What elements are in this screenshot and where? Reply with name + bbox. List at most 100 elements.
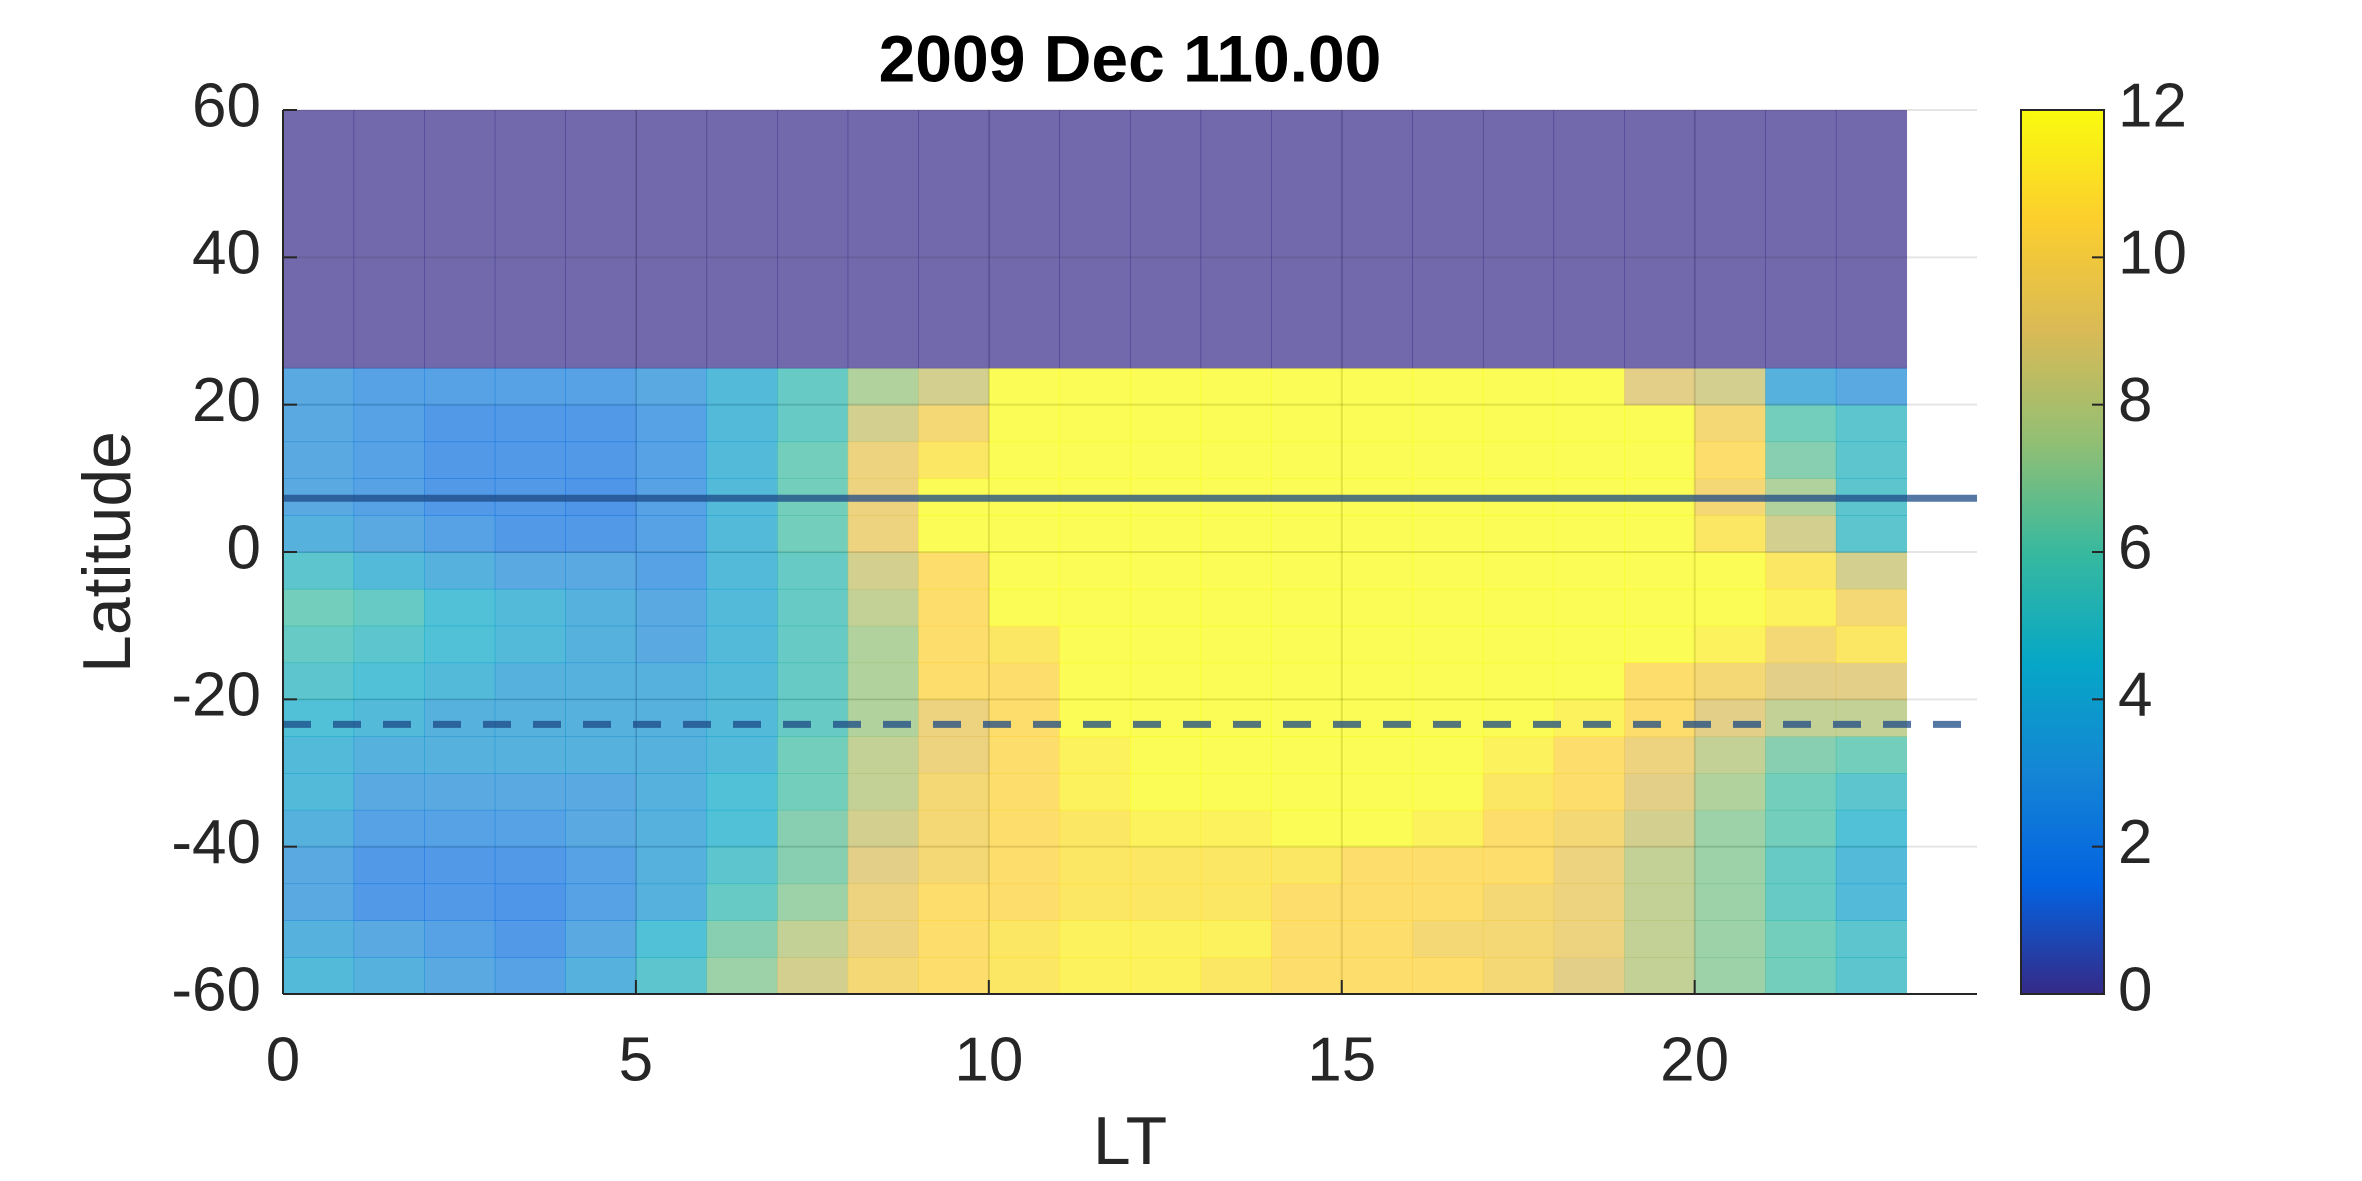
heatmap-cell: [1835, 809, 1908, 848]
heatmap-cell: [777, 920, 849, 958]
heatmap-cell: [1482, 846, 1555, 885]
heatmap-cell: [1835, 662, 1908, 700]
heatmap-cell: [283, 736, 355, 774]
heatmap-cell: [1835, 367, 1908, 406]
heatmap-cell: [565, 404, 637, 443]
heatmap-cell: [1765, 699, 1837, 737]
heatmap-cell: [918, 588, 990, 627]
heatmap-cell: [777, 736, 849, 774]
heatmap-cell: [1694, 957, 1766, 995]
heatmap-cell: [1200, 552, 1272, 590]
heatmap-cell: [1341, 846, 1413, 885]
heatmap-cell: [1624, 699, 1696, 737]
heatmap-cell: [1200, 883, 1272, 921]
heatmap-cell: [777, 515, 849, 553]
heatmap-cell: [1412, 110, 1484, 369]
heatmap-cell: [918, 110, 990, 369]
heatmap-cell: [283, 367, 355, 406]
heatmap-cell: [1482, 809, 1555, 848]
heatmap-cell: [1694, 920, 1766, 958]
y-tick-label: 40: [192, 219, 261, 288]
heatmap-cell: [706, 515, 778, 553]
heatmap-cell: [283, 110, 355, 369]
heatmap-cell: [1624, 404, 1696, 443]
x-tick-label: 20: [1660, 1025, 1729, 1094]
y-tick-label: -20: [171, 661, 261, 730]
heatmap-cell: [1200, 846, 1272, 885]
heatmap-cell: [1130, 920, 1202, 958]
heatmap-cell: [1835, 552, 1908, 590]
heatmap-cell: [1482, 588, 1555, 627]
heatmap-cell: [565, 957, 637, 995]
heatmap-cell: [283, 404, 355, 443]
heatmap-cell: [1694, 441, 1766, 479]
heatmap-cell: [353, 588, 425, 627]
heatmap-cell: [988, 625, 1061, 664]
heatmap-cell: [1624, 920, 1696, 958]
heatmap-cell: [1412, 883, 1484, 921]
heatmap-cell: [1624, 773, 1696, 811]
heatmap-cell: [1412, 441, 1484, 479]
heatmap-cell: [1200, 773, 1272, 811]
heatmap-cell: [1835, 625, 1908, 664]
heatmap-cell: [494, 588, 566, 627]
heatmap-cell: [1553, 110, 1625, 369]
heatmap-cell: [494, 552, 566, 590]
heatmap-cell: [847, 588, 919, 627]
colorbar-tick-label: 0: [2118, 955, 2152, 1024]
heatmap-cell: [918, 846, 990, 885]
heatmap-cell: [1765, 588, 1837, 627]
heatmap-cell: [1553, 625, 1625, 664]
heatmap-cell: [1059, 809, 1131, 848]
heatmap-cell: [1482, 367, 1555, 406]
heatmap-cell: [353, 110, 425, 369]
heatmap-cell: [1271, 515, 1343, 553]
heatmap-cell: [777, 846, 849, 885]
heatmap-cell: [1765, 883, 1837, 921]
heatmap-cell: [777, 552, 849, 590]
heatmap-cell: [353, 699, 425, 737]
heatmap-cell: [1694, 699, 1766, 737]
heatmap-cell: [1553, 367, 1625, 406]
heatmap-cell: [847, 552, 919, 590]
heatmap-cell: [1271, 552, 1343, 590]
heatmap-cell: [635, 441, 708, 479]
heatmap-cell: [283, 699, 355, 737]
heatmap-cell: [988, 552, 1061, 590]
heatmap-cell: [1482, 404, 1555, 443]
heatmap-cell: [847, 441, 919, 479]
heatmap-cell: [847, 920, 919, 958]
heatmap-cell: [1765, 662, 1837, 700]
heatmap-cell: [1553, 441, 1625, 479]
heatmap-cell: [494, 699, 566, 737]
heatmap-cell: [1482, 110, 1555, 369]
heatmap-cell: [283, 773, 355, 811]
heatmap-cell: [1059, 736, 1131, 774]
heatmap-cell: [1835, 773, 1908, 811]
heatmap-cell: [1694, 367, 1766, 406]
heatmap-cell: [635, 846, 708, 885]
heatmap-cell: [1835, 110, 1908, 369]
heatmap-cell: [1482, 625, 1555, 664]
heatmap-cell: [777, 699, 849, 737]
heatmap-cell: [706, 883, 778, 921]
heatmap-cell: [777, 625, 849, 664]
heatmap-cell: [1412, 552, 1484, 590]
heatmap-cell: [1200, 662, 1272, 700]
colorbar-tick-label: 8: [2118, 366, 2152, 435]
heatmap-cell: [283, 846, 355, 885]
heatmap-cell: [1271, 920, 1343, 958]
heatmap-cell: [1271, 441, 1343, 479]
heatmap-cell: [1130, 625, 1202, 664]
heatmap-cell: [353, 957, 425, 995]
y-tick-label: 60: [192, 71, 261, 140]
heatmap-cell: [1624, 736, 1696, 774]
heatmap-cell: [706, 552, 778, 590]
heatmap-cell: [353, 515, 425, 553]
colorbar-tick-label: 4: [2118, 661, 2152, 730]
heatmap-cell: [353, 736, 425, 774]
heatmap-cell: [1271, 662, 1343, 700]
heatmap-cell: [1271, 773, 1343, 811]
heatmap-cell: [424, 920, 496, 958]
heatmap-cell: [1341, 809, 1413, 848]
